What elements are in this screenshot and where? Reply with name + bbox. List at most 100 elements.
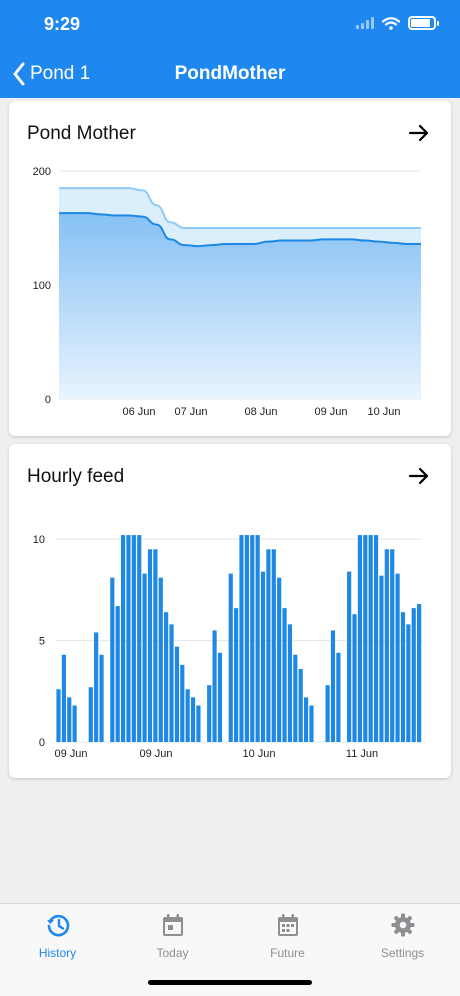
hourly-feed-chart: 0 5 10 09 Jun 09 Jun 10 Jun 11 Jun [33, 534, 422, 760]
calendar-today-icon [162, 914, 183, 936]
feed-bar [234, 608, 239, 742]
feed-bar [239, 535, 244, 742]
feed-bar [406, 624, 411, 742]
pond-mother-chart: 0 100 200 06 Jun 07 Jun 08 Jun 09 Jun 10 Jun [33, 166, 421, 418]
feed-bar [363, 535, 368, 742]
feed-bar [266, 549, 271, 742]
feed-bar [88, 687, 93, 742]
feed-bar [379, 575, 384, 742]
history-icon [46, 914, 69, 937]
feed-bar [56, 689, 61, 742]
feed-bar [142, 573, 147, 742]
feed-bar [330, 630, 336, 742]
y-tick-label: 5 [39, 636, 45, 648]
tab-label: Future [270, 946, 305, 960]
feed-bar [352, 614, 357, 742]
feed-bar [287, 624, 293, 742]
feed-bar [347, 571, 352, 742]
card-title: Hourly feed [27, 466, 125, 487]
back-label: Pond 1 [30, 63, 91, 84]
feed-bar [277, 577, 282, 742]
feed-bar [250, 535, 255, 742]
feed-bar [67, 697, 72, 742]
page-title: PondMother [174, 63, 286, 84]
feed-bar [255, 535, 260, 742]
hourly-feed-card[interactable]: Hourly feed 0 5 10 09 Jun 09 Jun 10 Jun 11 Jun [9, 444, 451, 778]
feed-bar [244, 535, 249, 742]
feed-bar [271, 549, 276, 742]
gear-icon [391, 913, 414, 937]
feed-bar [368, 535, 373, 742]
feed-bar [303, 697, 309, 742]
series-area-lower [59, 213, 421, 399]
feed-bar [99, 654, 104, 742]
feed-bar [373, 535, 379, 742]
arrow-right-icon[interactable] [407, 121, 431, 145]
feed-bar [169, 624, 174, 742]
signal-icon [356, 17, 374, 29]
status-bar: 9:29 [0, 0, 460, 50]
feed-bar [384, 549, 389, 742]
navigation-bar: Pond 1 PondMother [0, 50, 460, 98]
status-time: 9:29 [44, 14, 81, 34]
feed-bar [325, 685, 330, 742]
feed-bar [400, 612, 406, 742]
feed-bar [417, 604, 422, 742]
status-icons [356, 16, 439, 30]
x-tick-label: 10 Jun [242, 748, 275, 760]
feed-bar [207, 685, 212, 742]
x-tick-label: 07 Jun [174, 406, 207, 418]
feed-bar [131, 535, 136, 742]
back-button[interactable]: Pond 1 [12, 60, 90, 88]
wifi-icon [382, 16, 400, 30]
x-tick-label: 10 Jun [367, 406, 400, 418]
y-tick-label: 0 [39, 737, 45, 749]
arrow-right-icon[interactable] [407, 464, 431, 488]
tab-future[interactable]: Future [230, 912, 345, 960]
tab-label: Today [156, 946, 189, 960]
feed-bar [282, 608, 287, 742]
feed-bar [309, 705, 314, 742]
feed-bar [336, 652, 341, 742]
feed-bar [298, 668, 303, 742]
feed-bar [185, 689, 190, 742]
feed-bar [72, 705, 77, 742]
feed-bar [158, 577, 163, 742]
feed-bar [190, 697, 196, 742]
y-tick-label: 10 [33, 534, 45, 546]
tab-label: Settings [380, 946, 425, 960]
feed-bar [212, 630, 217, 742]
feed-bar [94, 632, 99, 742]
tab-today[interactable]: Today [115, 912, 230, 960]
feed-bar [196, 705, 201, 742]
series-line-upper [59, 187, 421, 229]
feed-bar [126, 535, 131, 742]
y-tick-label: 200 [33, 166, 51, 178]
feed-bar [153, 549, 158, 742]
y-tick-label: 0 [45, 394, 51, 406]
feed-bar [395, 573, 400, 742]
battery-icon [408, 16, 439, 30]
x-tick-label: 06 Jun [122, 406, 155, 418]
feed-bar [137, 535, 142, 742]
feed-bar [147, 549, 153, 742]
feed-bar [174, 646, 179, 742]
feed-bar [260, 571, 266, 742]
feed-bar [411, 608, 416, 742]
pond-mother-card[interactable]: Pond Mother 0 100 200 06 Jun 07 Jun 08 Jun 09 … [9, 101, 451, 436]
card-title: Pond Mother [27, 123, 136, 144]
feed-bar [120, 535, 126, 742]
feed-bar [217, 652, 223, 742]
calendar-future-icon [277, 914, 298, 936]
tab-history[interactable]: History [0, 912, 115, 960]
series-line-lower [59, 212, 421, 248]
x-tick-label: 09 Jun [54, 748, 87, 760]
feed-bar [115, 606, 120, 742]
feed-bar [357, 535, 362, 742]
x-tick-label: 11 Jun [346, 748, 378, 760]
feed-bar [293, 654, 298, 742]
feed-bar [228, 573, 233, 742]
tab-settings[interactable]: Settings [345, 912, 460, 960]
feed-bar [110, 577, 115, 742]
tab-label: History [38, 946, 77, 960]
